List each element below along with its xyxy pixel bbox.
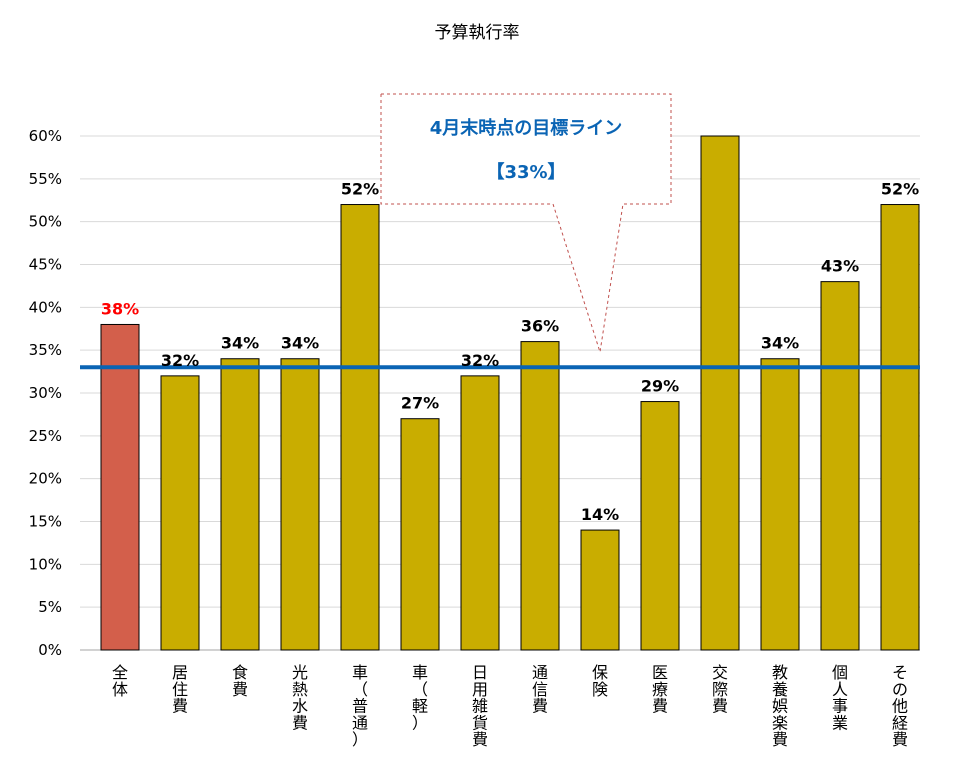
bar	[340, 204, 380, 651]
target-line-label: 4月末時点の目標ライン	[429, 118, 623, 139]
x-tick-label: 教養娯楽費	[772, 663, 788, 749]
x-tick-label: 光熱水費	[292, 663, 308, 732]
bar	[820, 281, 860, 651]
bar	[700, 135, 740, 651]
x-tick-label: 居住費	[172, 663, 188, 716]
y-tick-label: 15%	[29, 513, 62, 531]
chart-title: 予算執行率	[434, 23, 520, 43]
x-tick-label: 交際費	[712, 663, 728, 716]
data-label: 52%	[341, 180, 379, 199]
data-label: 34%	[761, 334, 799, 353]
bar	[640, 401, 680, 651]
data-label: 34%	[281, 334, 319, 353]
data-labels: 38% 32% 34% 34% 52% 27% 32% 36% 14% 29% 34% 43% 52%	[101, 180, 919, 525]
y-tick-label: 30%	[29, 384, 62, 402]
callout-box	[380, 93, 672, 353]
x-tick-label: 車（軽）	[412, 663, 428, 732]
x-tick-label: その他経費	[892, 663, 908, 749]
y-tick-label: 45%	[29, 256, 62, 274]
bar	[520, 341, 560, 651]
data-label: 43%	[821, 257, 859, 276]
bar	[760, 358, 800, 651]
data-label: 36%	[521, 317, 559, 336]
y-axis: 0% 5% 10% 15% 20% 25% 30% 35% 40% 45% 50% 55% 60%	[29, 127, 62, 659]
y-tick-label: 25%	[29, 427, 62, 445]
x-tick-label: 食費	[232, 663, 248, 699]
y-tick-label: 0%	[38, 641, 62, 659]
bars	[100, 135, 920, 651]
data-label: 29%	[641, 377, 679, 396]
data-label: 52%	[881, 180, 919, 199]
bar	[220, 358, 260, 651]
data-label: 27%	[401, 394, 439, 413]
bar	[160, 375, 200, 651]
bar	[400, 418, 440, 651]
x-tick-label: 保険	[592, 663, 608, 699]
data-label: 32%	[461, 351, 499, 370]
y-tick-label: 55%	[29, 170, 62, 188]
y-tick-label: 10%	[29, 555, 62, 573]
callout-shape	[380, 93, 672, 353]
bar	[280, 358, 320, 651]
y-tick-label: 20%	[29, 470, 62, 488]
x-tick-label: 全体	[112, 663, 128, 699]
x-tick-label: 通信費	[532, 663, 548, 716]
x-tick-label: 車（普通）	[352, 663, 368, 749]
data-label: 38%	[101, 299, 139, 318]
data-label: 34%	[221, 334, 259, 353]
bar	[880, 204, 920, 651]
y-tick-label: 60%	[29, 127, 62, 145]
bar	[100, 323, 140, 651]
x-tick-label: 個人事業	[832, 663, 848, 732]
y-tick-label: 40%	[29, 298, 62, 316]
data-label: 14%	[581, 505, 619, 524]
y-tick-label: 35%	[29, 341, 62, 359]
x-tick-label: 日用雑貨費	[472, 663, 488, 749]
x-axis: 全体 居住費 食費 光熱水費 車（普通） 車（軽） 日用雑貨費 通信費 保険 医療費 交際費 教養娯楽…	[112, 663, 908, 749]
y-tick-label: 5%	[38, 598, 62, 616]
data-label: 32%	[161, 351, 199, 370]
y-tick-label: 50%	[29, 213, 62, 231]
bar	[460, 375, 500, 651]
target-line-value: 【33%】	[486, 162, 566, 183]
bar	[580, 529, 620, 651]
x-tick-label: 医療費	[652, 663, 668, 716]
